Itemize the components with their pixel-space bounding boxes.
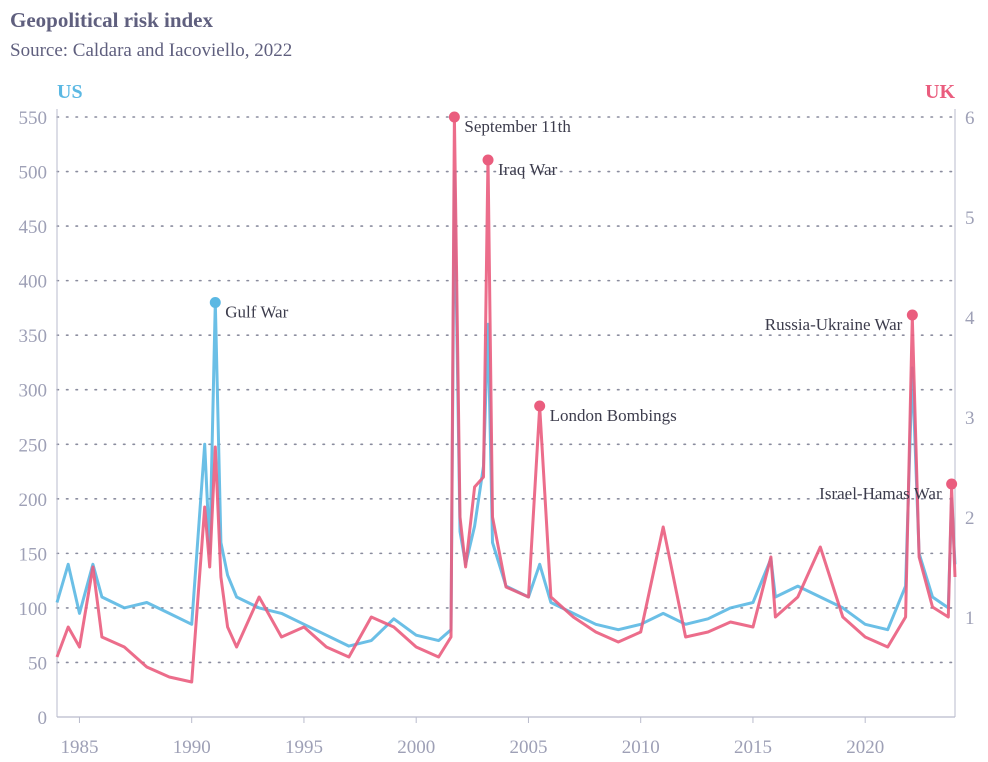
- right-tick-label: 3: [965, 408, 975, 429]
- annotation-label: Russia-Ukraine War: [765, 315, 903, 334]
- x-tick-label: 2015: [734, 737, 772, 758]
- right-tick-label: 6: [965, 108, 975, 129]
- x-tick-label: 2005: [509, 737, 547, 758]
- chart-subtitle: Source: Caldara and Iacoviello, 2022: [10, 40, 293, 61]
- right-tick-label: 1: [965, 608, 975, 629]
- x-tick-label: 2010: [622, 737, 660, 758]
- annotation-point: [482, 154, 494, 166]
- annotation-point: [448, 111, 460, 123]
- left-tick-label: 350: [19, 326, 48, 347]
- left-tick-label: 50: [28, 653, 47, 674]
- left-tick-label: 200: [19, 490, 48, 511]
- series-line-uk: [55, 115, 957, 684]
- annotation-point: [209, 296, 221, 308]
- annotation-point: [906, 309, 918, 321]
- annotation-label: Iraq War: [498, 160, 558, 179]
- uk-axis-label: UK: [925, 81, 955, 103]
- left-tick-label: 0: [38, 708, 48, 729]
- annotation-label: London Bombings: [550, 406, 677, 425]
- axes: 0 50 100 150 200 250 300 350 400 450 500 550 1 2 3 4 5 6 1…: [19, 81, 976, 758]
- x-tick-label: 2020: [846, 737, 884, 758]
- x-tick-label: 2000: [397, 737, 435, 758]
- us-axis-label: US: [57, 81, 83, 103]
- left-tick-label: 400: [19, 272, 48, 293]
- x-tick-label: 1990: [173, 737, 211, 758]
- annotations: Gulf War September 11th Iraq War London Bom…: [209, 111, 958, 503]
- right-tick-label: 5: [965, 208, 975, 229]
- annotation-label: September 11th: [464, 117, 571, 136]
- chart-title: Geopolitical risk index: [10, 8, 214, 32]
- annotation-point: [534, 400, 546, 412]
- left-tick-label: 100: [19, 599, 48, 620]
- annotation-point: [946, 478, 958, 490]
- series-lines: [55, 115, 957, 684]
- left-tick-label: 550: [19, 108, 48, 129]
- left-tick-label: 150: [19, 544, 48, 565]
- right-tick-label: 4: [965, 308, 975, 329]
- annotation-label: Gulf War: [225, 302, 288, 321]
- left-tick-label: 450: [19, 217, 48, 238]
- left-tick-label: 250: [19, 435, 48, 456]
- right-tick-label: 2: [965, 508, 975, 529]
- left-tick-label: 300: [19, 381, 48, 402]
- left-tick-label: 500: [19, 163, 48, 184]
- x-tick-label: 1985: [60, 737, 98, 758]
- annotation-label: Israel-Hamas War: [819, 484, 942, 503]
- series-line-us: [55, 170, 957, 648]
- x-tick-label: 1995: [285, 737, 323, 758]
